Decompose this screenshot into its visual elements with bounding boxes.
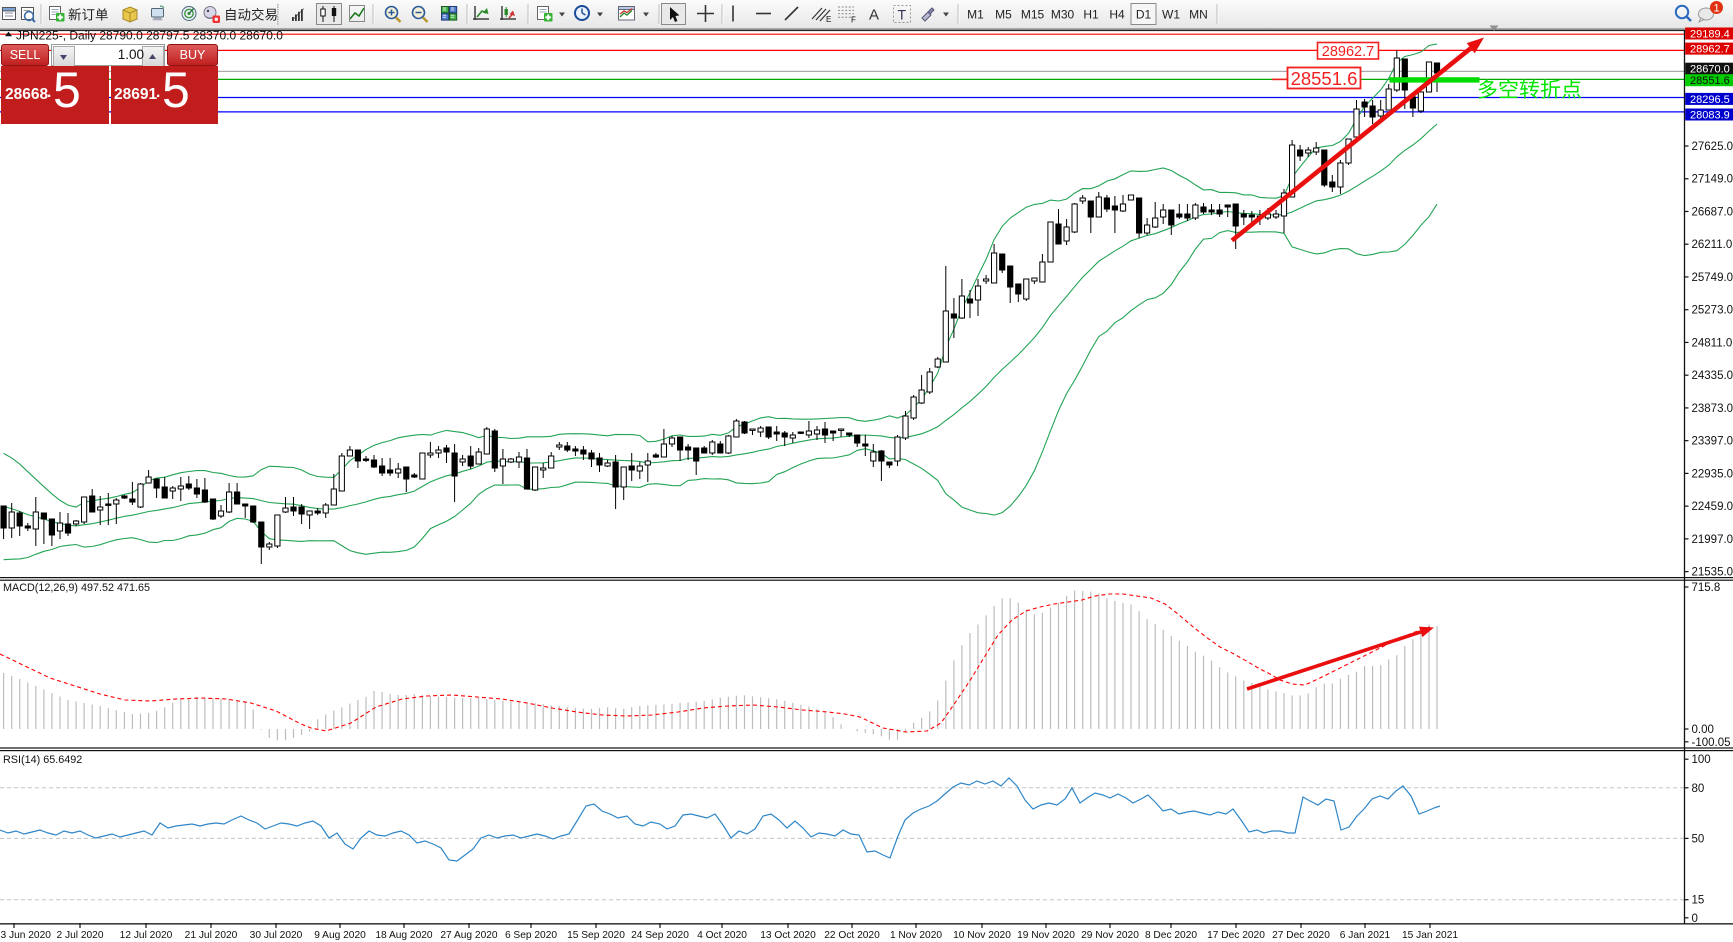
svg-text:13 Oct 2020: 13 Oct 2020 [760, 930, 816, 941]
svg-text:-100.05: -100.05 [1692, 737, 1731, 749]
svg-text:25273.0: 25273.0 [1692, 305, 1733, 317]
svg-text:21 Jul 2020: 21 Jul 2020 [185, 930, 238, 941]
svg-text:6 Sep 2020: 6 Sep 2020 [505, 930, 557, 941]
svg-text:22459.0: 22459.0 [1692, 501, 1733, 513]
svg-text:1: 1 [1713, 3, 1719, 15]
svg-text:21997.0: 21997.0 [1692, 534, 1733, 546]
svg-text:A: A [869, 7, 879, 24]
svg-text:1 Nov 2020: 1 Nov 2020 [890, 930, 942, 941]
svg-text:17 Dec 2020: 17 Dec 2020 [1207, 930, 1265, 941]
svg-text:3 Jun 2020: 3 Jun 2020 [1, 930, 52, 941]
svg-text:15 Jan 2021: 15 Jan 2021 [1402, 930, 1458, 941]
svg-text:24811.0: 24811.0 [1692, 337, 1733, 349]
svg-text:50: 50 [1692, 833, 1705, 845]
svg-text:H1: H1 [1083, 8, 1099, 22]
svg-text:18 Aug 2020: 18 Aug 2020 [375, 930, 433, 941]
svg-text:M15: M15 [1021, 8, 1045, 22]
svg-text:MN: MN [1189, 8, 1208, 22]
svg-text:24 Sep 2020: 24 Sep 2020 [631, 930, 689, 941]
svg-text:28551.6: 28551.6 [1690, 75, 1730, 87]
svg-text:8 Dec 2020: 8 Dec 2020 [1145, 930, 1197, 941]
svg-text:26687.0: 26687.0 [1692, 206, 1733, 218]
svg-text:E: E [826, 15, 831, 24]
svg-text:24335.0: 24335.0 [1692, 370, 1733, 382]
svg-text:29 Nov 2020: 29 Nov 2020 [1081, 930, 1139, 941]
svg-text:4 Oct 2020: 4 Oct 2020 [697, 930, 747, 941]
svg-text:JPN225-, Daily 28790.0 28797.: JPN225-, Daily 28790.0 28797.5 28370.0 2… [16, 28, 283, 42]
svg-text:M5: M5 [995, 8, 1012, 22]
svg-text:0: 0 [1692, 913, 1698, 925]
svg-text:15: 15 [1692, 895, 1705, 907]
svg-text:27 Dec 2020: 27 Dec 2020 [1272, 930, 1330, 941]
svg-text:28962.7: 28962.7 [1322, 44, 1374, 60]
svg-text:28551.6: 28551.6 [1291, 68, 1358, 89]
svg-text:MACD(12,26,9) 497.52 471.65: MACD(12,26,9) 497.52 471.65 [3, 582, 150, 594]
svg-text:H4: H4 [1109, 8, 1125, 22]
svg-text:22935.0: 22935.0 [1692, 468, 1733, 480]
svg-text:25749.0: 25749.0 [1692, 272, 1733, 284]
svg-text:6 Jan 2021: 6 Jan 2021 [1340, 930, 1391, 941]
svg-text:28962.7: 28962.7 [1690, 44, 1730, 56]
svg-text:28083.9: 28083.9 [1690, 110, 1730, 122]
svg-text:19 Nov 2020: 19 Nov 2020 [1017, 930, 1075, 941]
svg-text:28296.5: 28296.5 [1690, 94, 1730, 106]
svg-text:23397.0: 23397.0 [1692, 436, 1733, 448]
svg-text:12 Jul 2020: 12 Jul 2020 [120, 930, 173, 941]
svg-text:F: F [851, 16, 856, 25]
svg-text:M1: M1 [967, 8, 984, 22]
svg-text:27 Aug 2020: 27 Aug 2020 [440, 930, 498, 941]
svg-text:W1: W1 [1162, 8, 1180, 22]
svg-text:26211.0: 26211.0 [1692, 239, 1733, 251]
svg-text:T: T [898, 7, 907, 23]
svg-text:0.00: 0.00 [1692, 724, 1714, 736]
svg-text:100: 100 [1692, 754, 1711, 766]
svg-text:715.8: 715.8 [1692, 582, 1721, 594]
svg-text:22 Oct 2020: 22 Oct 2020 [824, 930, 880, 941]
svg-text:15 Sep 2020: 15 Sep 2020 [567, 930, 625, 941]
svg-text:80: 80 [1692, 783, 1705, 795]
svg-text:27625.0: 27625.0 [1692, 141, 1733, 153]
svg-text:2 Jul 2020: 2 Jul 2020 [56, 930, 103, 941]
svg-text:9 Aug 2020: 9 Aug 2020 [314, 930, 366, 941]
svg-text:RSI(14) 65.6492: RSI(14) 65.6492 [3, 754, 82, 766]
svg-text:M30: M30 [1051, 8, 1075, 22]
svg-text:23873.0: 23873.0 [1692, 403, 1733, 415]
svg-text:D1: D1 [1136, 8, 1152, 22]
svg-text:28670.0: 28670.0 [1690, 64, 1730, 76]
svg-text:10 Nov 2020: 10 Nov 2020 [953, 930, 1011, 941]
svg-text:21535.0: 21535.0 [1692, 567, 1733, 579]
svg-text:27149.0: 27149.0 [1692, 174, 1733, 186]
svg-text:29189.4: 29189.4 [1690, 29, 1730, 41]
svg-text:30 Jul 2020: 30 Jul 2020 [250, 930, 303, 941]
